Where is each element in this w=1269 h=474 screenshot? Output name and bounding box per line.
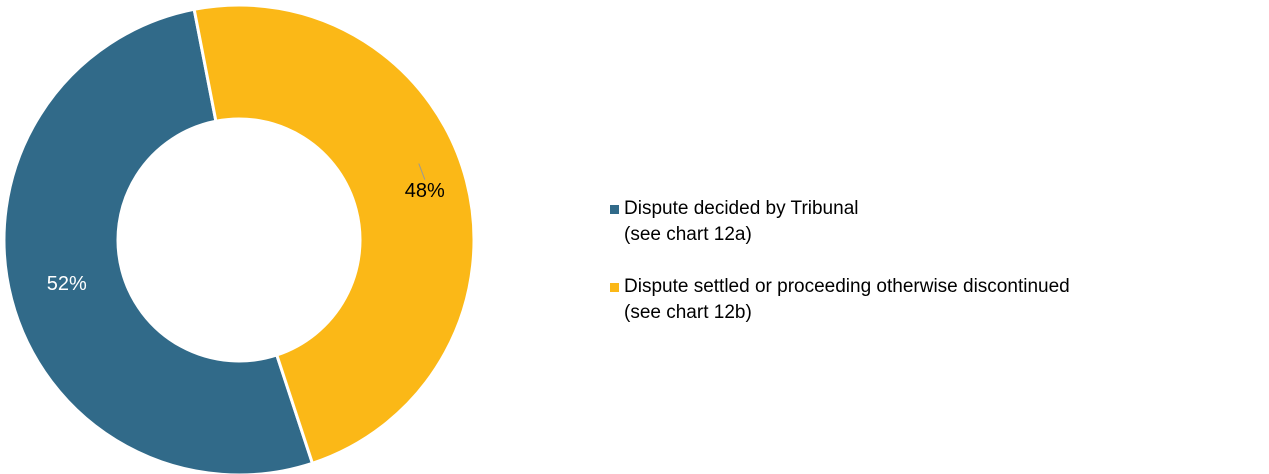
legend-swatch [610,205,619,214]
legend: Dispute decided by Tribunal (see chart 1… [610,196,1070,352]
legend-swatch [610,283,619,292]
leader-line [418,163,426,180]
data-label: 52% [47,273,87,295]
legend-label: Dispute decided by Tribunal (see chart 1… [624,198,859,245]
data-label: 48% [405,180,445,202]
legend-item: Dispute settled or proceeding otherwise … [610,274,1070,326]
donut-slice [192,3,476,466]
legend-label: Dispute settled or proceeding otherwise … [624,276,1070,323]
donut-slice [2,7,315,474]
legend-item: Dispute decided by Tribunal (see chart 1… [610,196,1070,248]
